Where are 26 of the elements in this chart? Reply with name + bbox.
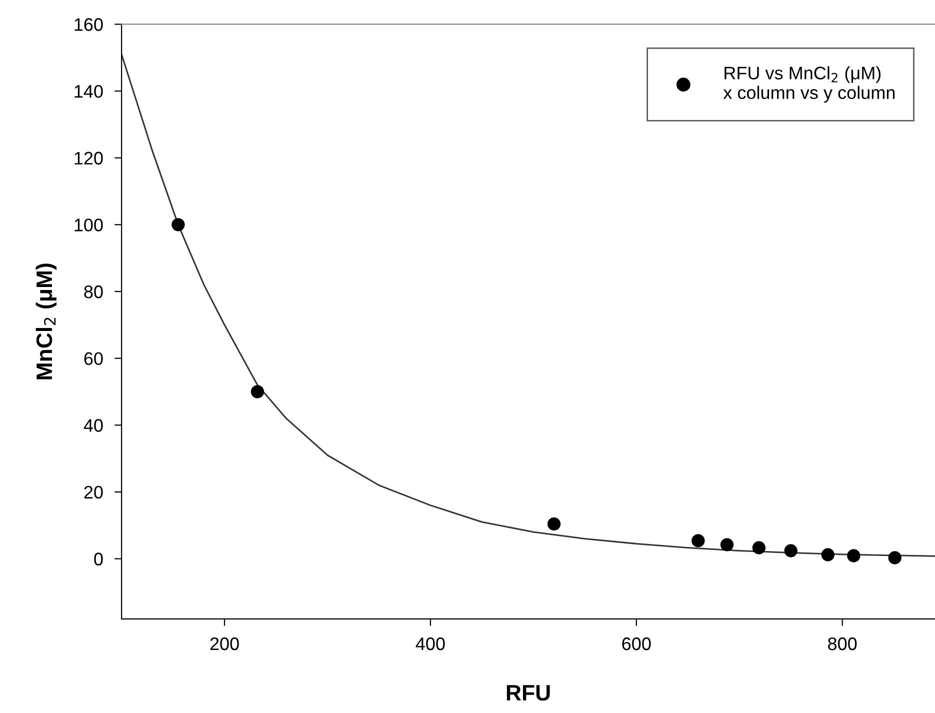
y-tick-label: 100 <box>74 218 103 232</box>
y-tick-label: 140 <box>74 84 103 98</box>
point <box>720 538 734 552</box>
point <box>752 541 766 554</box>
y-tick-label: 0 <box>94 552 103 566</box>
x-tick-label: 200 <box>210 637 239 650</box>
y-tick-label: 60 <box>84 352 103 366</box>
point <box>821 548 834 562</box>
y-tick-label: 20 <box>84 486 103 499</box>
point <box>547 517 561 531</box>
point <box>847 549 860 562</box>
x-tick-label: 400 <box>416 637 445 650</box>
y-tick-label: 40 <box>84 419 103 432</box>
point <box>172 218 185 232</box>
y-axis-title: MnCl$_{2}$ (μM) <box>36 264 57 380</box>
y-tick-label: 120 <box>74 152 103 165</box>
point <box>692 534 705 548</box>
x-tick-label: 600 <box>622 637 651 650</box>
point <box>250 385 264 398</box>
y-tick-label: 160 <box>74 18 103 31</box>
y-tick-label: 80 <box>84 285 103 298</box>
x-tick-label: 800 <box>828 637 857 650</box>
point <box>888 551 902 564</box>
legend-label: RFU vs MnCl$_{2}$ (μM) x column vs y column <box>723 66 895 103</box>
point <box>784 544 798 558</box>
x-axis-title: RFU <box>506 685 550 701</box>
